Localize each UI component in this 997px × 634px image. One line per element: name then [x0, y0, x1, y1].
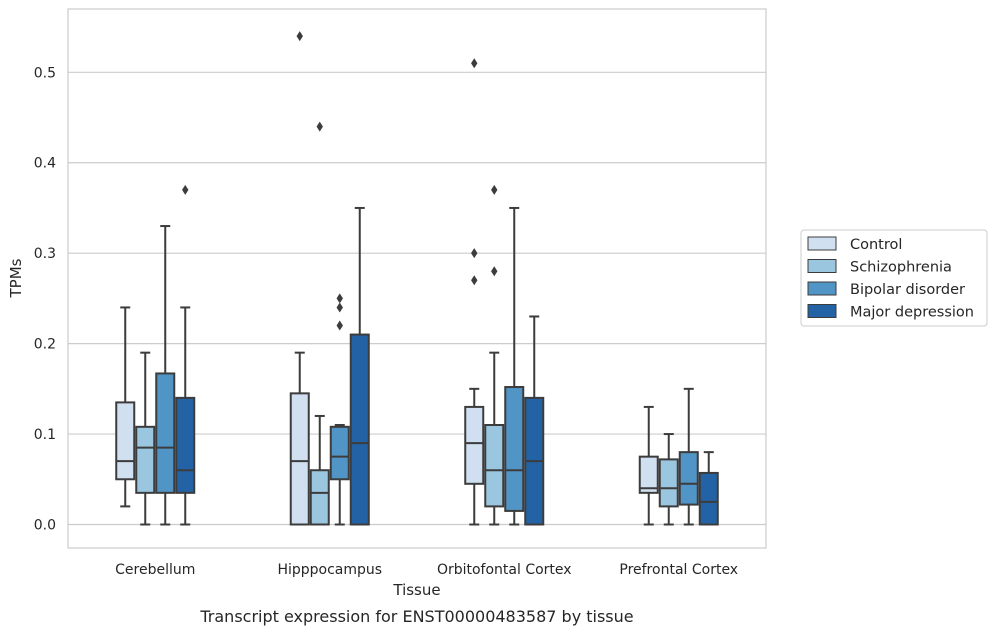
- y-tick-label: 0.0: [34, 517, 56, 533]
- x-tick-label: Orbitofontal Cortex: [437, 562, 572, 578]
- x-tick-label: Cerebellum: [115, 562, 195, 578]
- box-bipolar-disorder: [678, 387, 699, 526]
- y-tick-label: 0.1: [34, 427, 56, 443]
- box-bipolar-disorder: [329, 293, 350, 526]
- iqr-box: [329, 425, 350, 481]
- y-tick-label: 0.3: [34, 246, 56, 262]
- box-major-depression: [175, 184, 196, 526]
- iqr-box: [504, 386, 525, 512]
- legend-item: Control: [807, 236, 902, 253]
- iqr-box: [135, 425, 156, 494]
- legend-frame: [800, 229, 988, 327]
- iqr-box: [155, 372, 176, 494]
- legend-item: Major depression: [807, 304, 974, 321]
- legend-label: Bipolar disorder: [850, 282, 965, 298]
- x-tick-labels: Cerebellum Hipppocampus Orbitofontal Corte…: [115, 562, 738, 578]
- box-major-depression: [524, 315, 545, 526]
- outlier-point: [491, 184, 498, 195]
- box-control: [115, 306, 136, 508]
- iqr-box: [309, 469, 330, 526]
- legend: Control Schizophrenia Bipolar disorder Majo…: [800, 229, 988, 327]
- legend-swatch: [807, 281, 837, 296]
- iqr-box: [698, 471, 719, 526]
- outlier-point: [471, 58, 478, 69]
- box-control: [289, 31, 310, 526]
- iqr-box: [678, 451, 699, 506]
- box-groups: [115, 31, 719, 526]
- outlier-point: [471, 275, 478, 286]
- y-tick-label: 0.5: [34, 65, 56, 81]
- box-schizophrenia: [309, 121, 330, 526]
- x-axis-label: Tissue: [392, 581, 440, 599]
- box-control: [464, 58, 485, 526]
- iqr-box: [658, 458, 679, 508]
- x-tick-label: Prefrontal Cortex: [619, 562, 738, 578]
- iqr-box: [638, 455, 659, 494]
- iqr-box: [175, 396, 196, 494]
- outlier-point: [471, 248, 478, 259]
- legend-label: Control: [850, 237, 902, 253]
- legend-items: Control Schizophrenia Bipolar disorder Majo…: [807, 236, 974, 321]
- plot-area-frame: [67, 8, 767, 549]
- iqr-box: [115, 401, 136, 481]
- outlier-point: [316, 121, 323, 132]
- iqr-box: [464, 405, 485, 485]
- box-schizophrenia: [135, 351, 156, 526]
- outlier-point: [182, 184, 189, 195]
- box-bipolar-disorder: [155, 225, 176, 526]
- box-schizophrenia: [484, 184, 505, 526]
- iqr-box: [349, 333, 370, 526]
- y-tick-label: 0.4: [34, 156, 56, 172]
- outlier-point: [336, 302, 343, 313]
- chart-caption: Transcript expression for ENST0000048358…: [199, 607, 633, 626]
- y-tick-labels: 0.0 0.1 0.2 0.3 0.4 0.5: [34, 65, 56, 533]
- iqr-box: [289, 392, 310, 526]
- x-tick-label: Hipppocampus: [277, 562, 382, 578]
- legend-item: Bipolar disorder: [807, 281, 965, 298]
- outlier-point: [336, 293, 343, 304]
- legend-swatch: [807, 304, 837, 318]
- box-major-depression: [698, 451, 719, 526]
- y-axis-label: TPMs: [7, 258, 25, 298]
- legend-label: Major depression: [850, 305, 974, 321]
- outlier-point: [491, 266, 498, 277]
- box-control: [638, 405, 659, 526]
- outlier-point: [336, 320, 343, 331]
- outlier-point: [296, 31, 303, 42]
- legend-label: Schizophrenia: [850, 260, 952, 276]
- box-schizophrenia: [658, 433, 679, 526]
- legend-item: Schizophrenia: [807, 259, 952, 276]
- iqr-box: [484, 424, 505, 508]
- box-bipolar-disorder: [504, 206, 525, 526]
- legend-swatch: [807, 236, 837, 251]
- y-tick-label: 0.2: [34, 337, 56, 353]
- box-major-depression: [349, 206, 370, 526]
- legend-swatch: [807, 259, 837, 273]
